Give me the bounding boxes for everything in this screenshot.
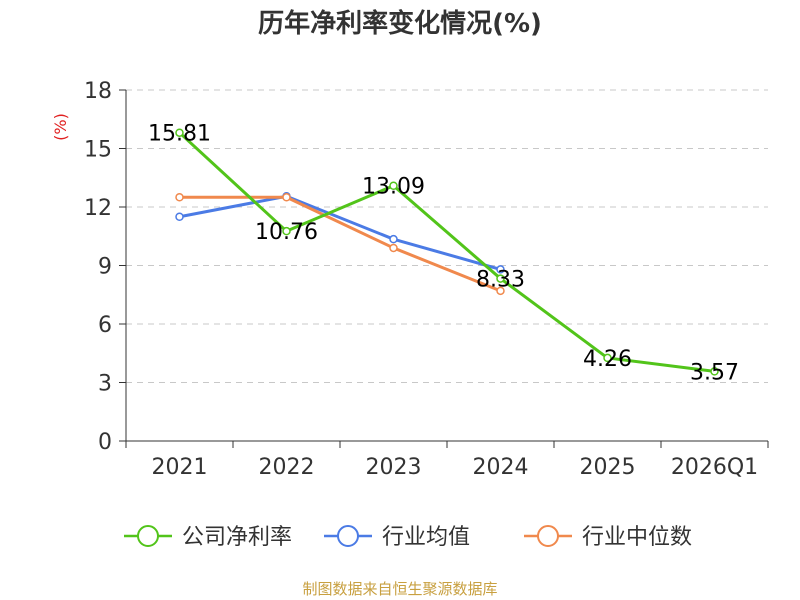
- data-label-2026Q1: 3.57: [690, 360, 739, 385]
- y-tick-label-3: 3: [98, 372, 112, 397]
- legend: 公司净利率 行业均值 行业中位数: [124, 525, 692, 550]
- y-tick-label-12: 12: [84, 196, 112, 221]
- y-tick-label-18: 18: [84, 79, 112, 104]
- series-line-2: [179, 195, 502, 293]
- series-line-0: [178, 131, 715, 373]
- series-0-point-2023: [389, 181, 398, 190]
- x-tick-label-2022: 2022: [259, 455, 315, 480]
- series-1-point-2024: [496, 265, 505, 274]
- source-note: 制图数据来自恒生聚源数据库: [302, 580, 497, 598]
- data-label-2021: 15.81: [148, 122, 211, 147]
- chart-title: 历年净利率变化情况(%): [258, 8, 542, 39]
- x-tick-label-2025: 2025: [580, 455, 636, 480]
- legend-marker-0: [137, 525, 159, 547]
- y-tick-label-0: 0: [98, 430, 112, 455]
- legend-label-2: 行业中位数: [582, 525, 692, 550]
- series-lines: [175, 128, 719, 376]
- series-2-point-2022: [282, 193, 291, 202]
- data-label-2022: 10.76: [255, 220, 318, 245]
- series-1-point-2023: [389, 234, 398, 244]
- x-tick-label-2024: 2024: [473, 455, 529, 480]
- series-1-point-2021: [175, 212, 184, 221]
- data-label-2024: 8.33: [476, 268, 525, 293]
- legend-label-1: 行业均值: [382, 525, 470, 550]
- series-0-point-2026Q1: [710, 367, 719, 376]
- series-2-point-2023: [389, 243, 398, 253]
- data-labels: 15.81 10.76 13.09 8.33 4.26 3.57: [148, 122, 739, 386]
- y-tick-label-15: 15: [84, 138, 112, 163]
- data-label-2023: 13.09: [362, 175, 425, 200]
- grid-lines: [126, 89, 768, 383]
- data-label-2025: 4.26: [583, 347, 632, 372]
- series-0-point-2025: [603, 353, 612, 363]
- series-0-point-2021: [175, 128, 184, 137]
- legend-marker-2: [537, 525, 559, 547]
- x-tick-label-2023: 2023: [366, 455, 422, 480]
- series-0-point-2024: [496, 274, 505, 283]
- series-2-point-2021: [175, 193, 184, 202]
- series-2-point-2024: [496, 286, 505, 296]
- y-tick-label-6: 6: [98, 313, 112, 338]
- y-axis-unit-label: (%): [51, 113, 70, 141]
- series-0-point-2022: [282, 226, 291, 236]
- x-tick-label-2026Q1: 2026Q1: [671, 455, 758, 480]
- x-tick-label-2021: 2021: [152, 455, 208, 480]
- legend-label-0: 公司净利率: [182, 525, 292, 550]
- series-line-1: [179, 194, 501, 271]
- y-tick-label-9: 9: [98, 255, 112, 280]
- axes: 0 3 6 9 12 15 18 2021 2022 2023 2024 2025 2026Q1: [84, 79, 769, 480]
- legend-marker-1: [337, 525, 359, 547]
